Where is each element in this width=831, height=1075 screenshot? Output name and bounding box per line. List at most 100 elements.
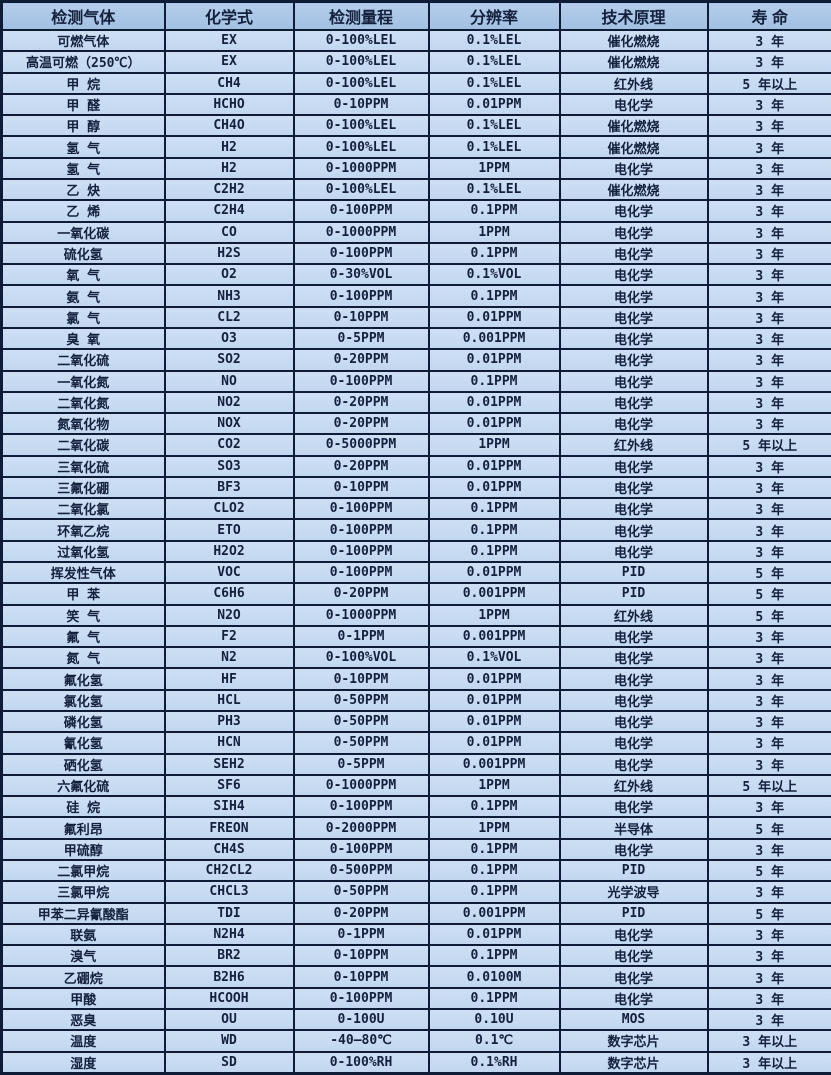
table-cell-range: 0-1PPM xyxy=(292,624,430,649)
table-cell-range: 0-100%VOL xyxy=(292,646,430,670)
table-cell-lifespan: 3 年以上 xyxy=(706,1050,831,1075)
table-cell-resolution: 0.01PPM xyxy=(427,561,561,585)
table-cell-principle: 电化学 xyxy=(558,369,709,393)
table-cell-gas: 联氨 xyxy=(0,922,166,947)
table-cell-gas: 氯化氢 xyxy=(0,688,166,713)
table-cell-lifespan: 5 年以上 xyxy=(706,71,831,95)
table-cell-formula: CH4S xyxy=(163,837,295,861)
table-cell-lifespan: 3 年 xyxy=(706,50,831,74)
table-cell-principle: 数字芯片 xyxy=(558,1050,709,1075)
table-cell-range: 0-50PPM xyxy=(292,731,430,755)
table-cell-range: 0-1PPM xyxy=(292,922,430,947)
table-cell-formula: CL2 xyxy=(163,305,295,329)
column-header-resolution: 分辨率 xyxy=(427,0,561,31)
table-cell-principle: PID xyxy=(558,582,709,606)
table-row: 甲 醛 HCHO 0-10PPM 0.01PPM 电化学 3 年 xyxy=(0,92,831,117)
table-cell-resolution: 0.1%LEL xyxy=(427,135,561,159)
table-row: 恶臭 OU 0-100U 0.10U MOS 3 年 xyxy=(0,1007,831,1032)
table-cell-lifespan: 3 年 xyxy=(706,284,831,308)
column-header-range: 检测量程 xyxy=(292,0,430,31)
table-cell-formula: CH4O xyxy=(163,114,295,138)
table-cell-gas: 三氯甲烷 xyxy=(0,880,166,904)
table-cell-resolution: 0.1PPM xyxy=(427,497,561,521)
table-cell-gas: 甲苯二异氰酸酯 xyxy=(0,901,166,925)
table-cell-gas: 二氧化氮 xyxy=(0,390,166,415)
table-cell-principle: 电化学 xyxy=(558,539,709,564)
table-cell-range: 0-1000PPM xyxy=(292,220,430,244)
table-row: 甲硫醇 CH4S 0-100PPM 0.1PPM 电化学 3 年 xyxy=(0,837,831,861)
table-cell-formula: F2 xyxy=(163,624,295,649)
table-cell-resolution: 0.1%LEL xyxy=(427,114,561,138)
table-cell-principle: 电化学 xyxy=(558,454,709,478)
table-row: 氟化氢 HF 0-10PPM 0.01PPM 电化学 3 年 xyxy=(0,667,831,691)
table-row: 三氧化硫 SO3 0-20PPM 0.01PPM 电化学 3 年 xyxy=(0,454,831,478)
table-cell-formula: N2O xyxy=(163,603,295,627)
table-cell-range: 0-500PPM xyxy=(292,858,430,883)
table-cell-resolution: 0.01PPM xyxy=(427,305,561,329)
table-cell-resolution: 0.001PPM xyxy=(427,326,561,351)
table-cell-gas: 可燃气体 xyxy=(0,28,166,53)
table-cell-resolution: 0.1%LEL xyxy=(427,71,561,95)
table-cell-lifespan: 3 年 xyxy=(706,709,831,734)
table-cell-principle: 电化学 xyxy=(558,624,709,649)
table-row: 氟利昂 FREON 0-2000PPM 1PPM 半导体 5 年 xyxy=(0,816,831,840)
table-cell-resolution: 0.01PPM xyxy=(427,412,561,436)
table-cell-gas: 溴气 xyxy=(0,944,166,968)
table-cell-lifespan: 3 年 xyxy=(706,497,831,521)
table-cell-gas: 硒化氢 xyxy=(0,752,166,776)
table-cell-lifespan: 3 年 xyxy=(706,539,831,564)
table-cell-principle: MOS xyxy=(558,1007,709,1032)
table-cell-range: 0-30%VOL xyxy=(292,263,430,287)
table-cell-gas: 二氧化碳 xyxy=(0,433,166,457)
table-row: 三氯甲烷 CHCL3 0-50PPM 0.1PPM 光学波导 3 年 xyxy=(0,880,831,904)
table-cell-gas: 氯 气 xyxy=(0,305,166,329)
table-cell-resolution: 0.01PPM xyxy=(427,922,561,947)
table-cell-range: 0-100PPM xyxy=(292,199,430,223)
table-cell-gas: 乙硼烷 xyxy=(0,965,166,989)
table-cell-resolution: 0.01PPM xyxy=(427,709,561,734)
table-cell-lifespan: 3 年 xyxy=(706,348,831,372)
table-cell-principle: 电化学 xyxy=(558,199,709,223)
table-cell-formula: EX xyxy=(163,50,295,74)
table-row: 氢 气 H2 0-1000PPM 1PPM 电化学 3 年 xyxy=(0,156,831,180)
table-cell-resolution: 0.1℃ xyxy=(427,1029,561,1053)
table-cell-lifespan: 3 年 xyxy=(706,326,831,351)
column-header-formula: 化学式 xyxy=(163,0,295,31)
table-cell-gas: 挥发性气体 xyxy=(0,561,166,585)
table-cell-gas: 氟 气 xyxy=(0,624,166,649)
table-cell-formula: H2O2 xyxy=(163,539,295,564)
table-cell-lifespan: 3 年 xyxy=(706,305,831,329)
table-cell-range: 0-100PPM xyxy=(292,518,430,542)
table-cell-gas: 笑 气 xyxy=(0,603,166,627)
table-cell-formula: N2 xyxy=(163,646,295,670)
table-cell-resolution: 0.01PPM xyxy=(427,454,561,478)
table-cell-range: 0-10PPM xyxy=(292,667,430,691)
table-cell-range: 0-50PPM xyxy=(292,688,430,713)
table-cell-resolution: 0.01PPM xyxy=(427,688,561,713)
table-cell-principle: 电化学 xyxy=(558,518,709,542)
table-cell-principle: 数字芯片 xyxy=(558,1029,709,1053)
table-cell-range: 0-100%LEL xyxy=(292,28,430,53)
table-cell-gas: 二氯甲烷 xyxy=(0,858,166,883)
table-cell-range: -40—80℃ xyxy=(292,1029,430,1053)
table-cell-lifespan: 3 年 xyxy=(706,241,831,266)
table-cell-gas: 二氧化硫 xyxy=(0,348,166,372)
table-row: 联氨 N2H4 0-1PPM 0.01PPM 电化学 3 年 xyxy=(0,922,831,947)
table-cell-lifespan: 3 年 xyxy=(706,475,831,500)
table-row: 甲 醇 CH4O 0-100%LEL 0.1%LEL 催化燃烧 3 年 xyxy=(0,114,831,138)
table-cell-range: 0-5000PPM xyxy=(292,433,430,457)
table-row: 氯 气 CL2 0-10PPM 0.01PPM 电化学 3 年 xyxy=(0,305,831,329)
table-cell-lifespan: 3 年 xyxy=(706,454,831,478)
table-row: 乙 烯 C2H4 0-100PPM 0.1PPM 电化学 3 年 xyxy=(0,199,831,223)
table-cell-gas: 环氧乙烷 xyxy=(0,518,166,542)
table-cell-principle: 电化学 xyxy=(558,837,709,861)
table-cell-gas: 六氟化硫 xyxy=(0,773,166,798)
table-row: 氢 气 H2 0-100%LEL 0.1%LEL 催化燃烧 3 年 xyxy=(0,135,831,159)
table-cell-range: 0-1000PPM xyxy=(292,603,430,627)
table-cell-range: 0-2000PPM xyxy=(292,816,430,840)
table-cell-range: 0-100PPM xyxy=(292,241,430,266)
table-cell-resolution: 0.1PPM xyxy=(427,837,561,861)
table-header-row: 检测气体 化学式 检测量程 分辨率 技术原理 寿 命 xyxy=(0,0,831,31)
table-cell-gas: 氢 气 xyxy=(0,135,166,159)
